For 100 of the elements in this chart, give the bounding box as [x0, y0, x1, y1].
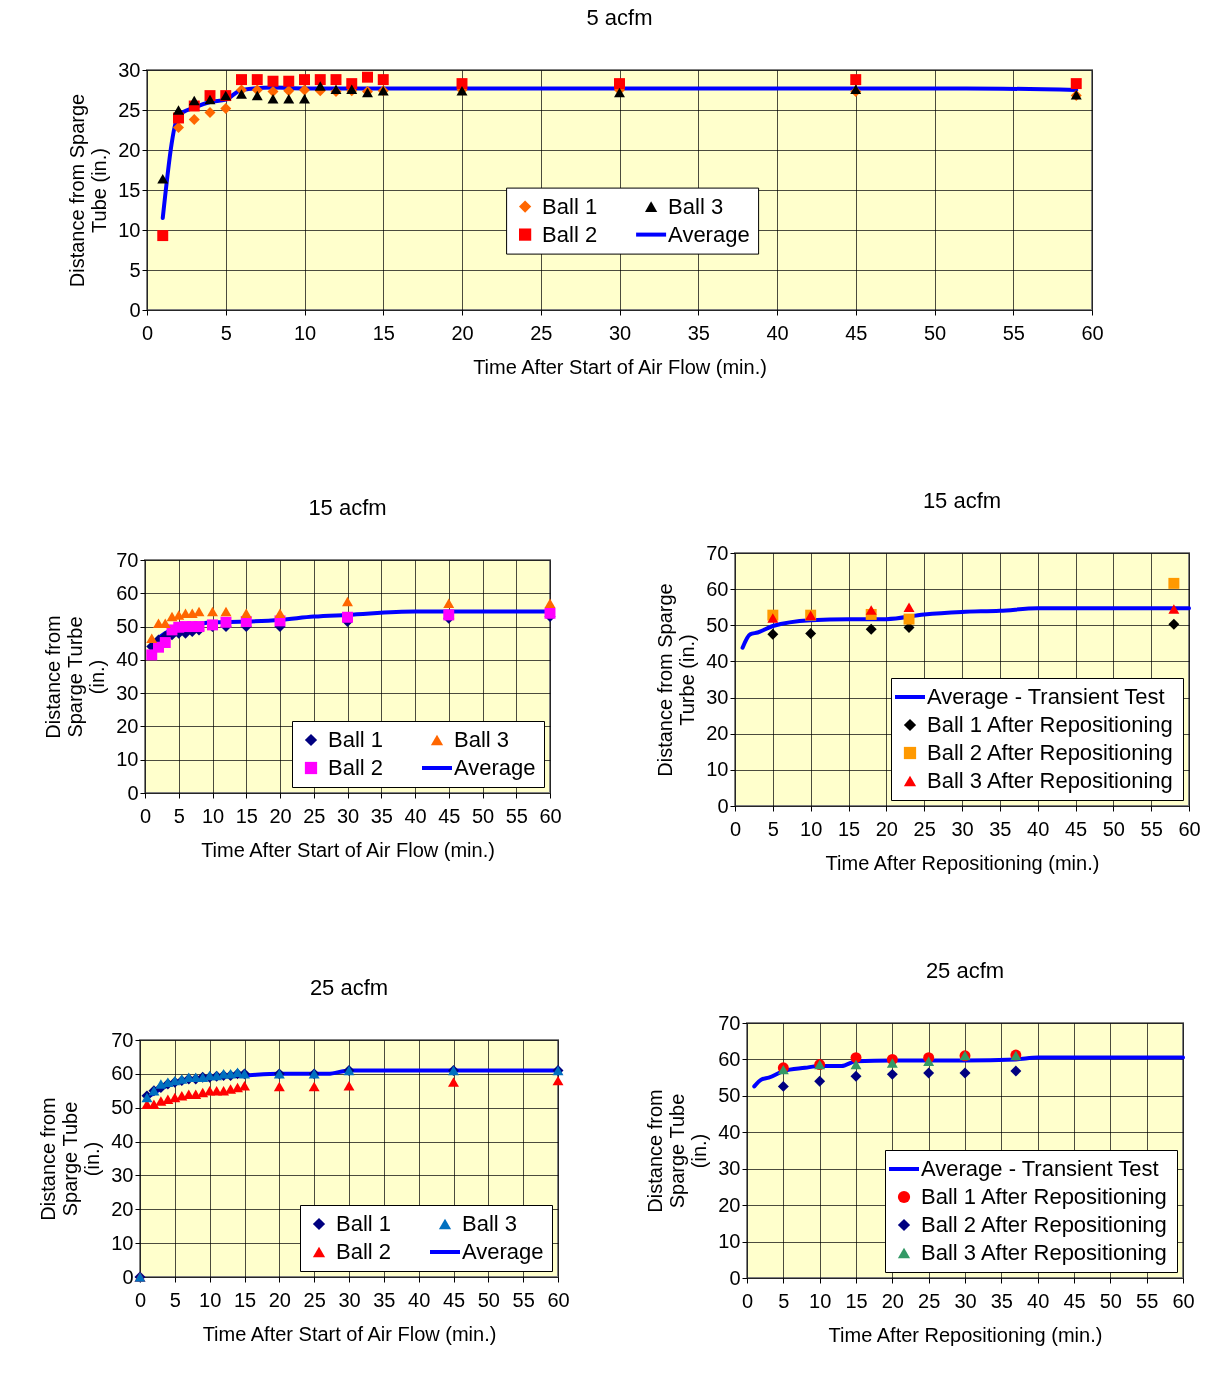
x-tick-label: 55 [505, 804, 528, 827]
x-tick-label: 20 [451, 321, 474, 344]
y-tick-label: 10 [718, 1230, 741, 1253]
x-tick-label: 5 [173, 804, 185, 827]
legend-label: Average - Transient Test [921, 1156, 1159, 1181]
legend-label: Average [454, 755, 536, 780]
y-tick-label: 40 [718, 1120, 741, 1143]
y-tick-label: 70 [718, 1011, 741, 1034]
y-tick-label: 30 [718, 1157, 741, 1180]
legend-label: Ball 2 After Repositioning [921, 1212, 1167, 1237]
y-tick-label: 0 [127, 781, 139, 804]
x-tick-label: 60 [1081, 321, 1104, 344]
y-tick-label: 50 [111, 1096, 134, 1119]
x-tick-label: 60 [547, 1288, 570, 1311]
y-tick-label: 15 [118, 178, 141, 201]
x-tick-label: 50 [923, 321, 947, 344]
x-tick-label: 20 [268, 1288, 291, 1311]
y-tick-label: 20 [706, 722, 729, 745]
y-axis-title: Distance from Sparge Turbe (in.) [654, 583, 699, 777]
x-tick-label: 50 [477, 1288, 500, 1311]
x-tick-label: 60 [1172, 1289, 1195, 1312]
y-tick-label: 10 [706, 758, 729, 781]
x-tick-label: 40 [1027, 1289, 1050, 1312]
y-tick-label: 30 [706, 686, 729, 709]
y-tick-label: 5 [129, 258, 141, 281]
legend-label: Ball 2 [328, 755, 384, 780]
x-tick-label: 50 [1102, 817, 1125, 840]
x-tick-label: 25 [303, 1288, 326, 1311]
x-tick-label: 55 [1140, 817, 1163, 840]
y-tick-label: 40 [706, 649, 729, 672]
y-tick-label: 50 [706, 613, 729, 636]
y-axis-title: Distance from Sparge Tube (in.) [66, 93, 111, 288]
x-tick-label: 15 [233, 1288, 257, 1311]
y-tick-label: 20 [111, 1197, 134, 1220]
legend-label: Ball 3 After Repositioning [927, 768, 1173, 793]
y-tick-label: 25 [118, 98, 141, 121]
legend-label: Average - Transient Test [927, 684, 1165, 709]
x-tick-label: 10 [809, 1289, 832, 1312]
x-tick-label: 5 [778, 1289, 790, 1312]
x-tick-label: 10 [293, 321, 317, 344]
chart-title: 5 acfm [586, 5, 653, 30]
x-tick-label: 30 [954, 1289, 977, 1312]
x-tick-label: 60 [539, 804, 562, 827]
x-tick-label: 5 [169, 1288, 181, 1311]
x-tick-label: 25 [303, 804, 326, 827]
x-tick-label: 25 [530, 321, 553, 344]
y-tick-label: 0 [122, 1265, 134, 1288]
chart-title: 15 acfm [922, 488, 1002, 513]
x-tick-label: 30 [951, 817, 974, 840]
y-tick-label: 20 [118, 138, 141, 161]
x-tick-label: 15 [837, 817, 861, 840]
y-axis-title: Distance from Sparge Turbe (in.) [42, 615, 109, 739]
y-tick-label: 30 [116, 681, 139, 704]
x-tick-label: 20 [269, 804, 292, 827]
x-tick-label: 30 [336, 804, 360, 827]
y-tick-label: 10 [118, 218, 141, 241]
x-tick-label: 45 [442, 1288, 466, 1311]
x-tick-label: 20 [875, 817, 898, 840]
x-tick-label: 15 [235, 804, 258, 827]
y-tick-label: 40 [116, 648, 139, 671]
x-tick-label: 45 [845, 321, 868, 344]
x-tick-label: 40 [408, 1288, 431, 1311]
x-tick-label: 40 [1027, 817, 1050, 840]
x-tick-label: 35 [687, 321, 710, 344]
x-tick-label: 10 [201, 804, 225, 827]
x-axis-title: Time After Repositioning (min.) [828, 1323, 1103, 1346]
x-tick-label: 25 [918, 1289, 941, 1312]
legend-label: Ball 3 [668, 193, 724, 219]
x-tick-label: 55 [1002, 321, 1025, 344]
x-tick-label: 20 [881, 1289, 904, 1312]
chart-title: 25 acfm [309, 975, 389, 1000]
y-tick-label: 0 [129, 298, 141, 321]
x-tick-label: 45 [1063, 1289, 1086, 1312]
legend-label: Average [668, 221, 750, 247]
x-tick-label: 35 [370, 804, 393, 827]
legend-label: Ball 1 After Repositioning [921, 1184, 1167, 1209]
legend-label: Ball 3 [454, 727, 510, 752]
x-tick-label: 30 [608, 321, 632, 344]
x-tick-label: 15 [845, 1289, 868, 1312]
x-tick-label: 45 [438, 804, 461, 827]
y-axis-title: Distance from Sparge Tube (in.) [37, 1097, 104, 1221]
x-tick-label: 55 [1136, 1289, 1159, 1312]
legend-label: Ball 1 [328, 727, 384, 752]
x-tick-label: 5 [767, 817, 779, 840]
y-tick-label: 10 [111, 1231, 134, 1254]
x-tick-label: 40 [404, 804, 427, 827]
y-tick-label: 60 [718, 1047, 741, 1070]
x-tick-label: 15 [372, 321, 395, 344]
legend-label: Ball 2 [336, 1239, 392, 1264]
legend-label: Ball 1 [336, 1211, 392, 1236]
x-tick-label: 35 [989, 817, 1012, 840]
x-axis-title: Time After Start of Air Flow (min.) [202, 1322, 497, 1345]
y-tick-label: 60 [116, 581, 139, 604]
x-tick-label: 10 [800, 817, 823, 840]
legend-label: Average [462, 1239, 544, 1264]
y-tick-label: 20 [718, 1193, 741, 1216]
y-axis-title: Distance from Sparge Tube (in.) [644, 1089, 711, 1213]
legend-label: Ball 2 After Repositioning [927, 740, 1173, 765]
legend-label: Ball 3 [462, 1211, 518, 1236]
y-tick-label: 50 [718, 1084, 741, 1107]
